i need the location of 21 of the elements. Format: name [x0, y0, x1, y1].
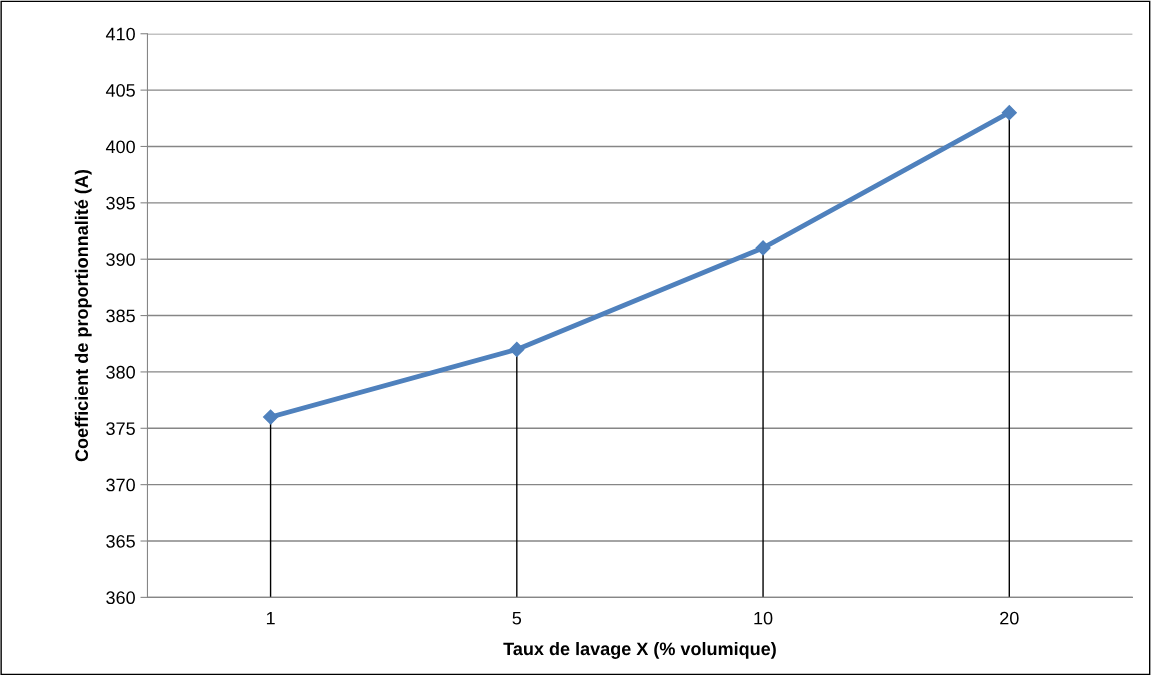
- x-tick-label: 10: [754, 611, 773, 625]
- x-axis-title: Taux de lavage X (% volumique): [503, 641, 776, 659]
- y-tick-label: 410: [105, 27, 135, 41]
- point: [509, 341, 525, 357]
- x-tick-label: 20: [1000, 611, 1019, 625]
- y-tick-label: 405: [105, 84, 135, 97]
- y-tick-label: 380: [106, 365, 135, 379]
- y-tick-label: 365: [106, 534, 135, 548]
- point: [755, 240, 771, 256]
- point: [1001, 105, 1017, 121]
- y-tick-label: 400: [105, 140, 135, 154]
- y-axis-title: Coefficient de proportionnalité (A): [74, 170, 92, 462]
- x-tick-label: 5: [512, 611, 522, 625]
- y-tick-label: 375: [106, 422, 135, 436]
- point: [263, 409, 279, 425]
- y-tick-label: 395: [106, 196, 135, 210]
- x-tick-label: 1: [266, 611, 275, 625]
- y-tick-label: 370: [106, 478, 135, 492]
- y-tick-label: 390: [106, 253, 135, 266]
- y-tick-label: 360: [106, 591, 135, 605]
- y-tick-label: 385: [106, 309, 135, 323]
